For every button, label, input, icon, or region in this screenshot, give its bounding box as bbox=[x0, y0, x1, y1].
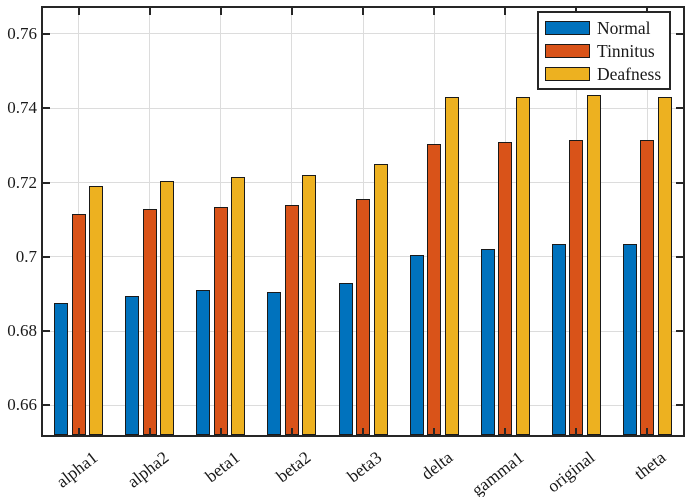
bar-tinnitus-theta bbox=[640, 139, 655, 435]
bar-deafness-beta1 bbox=[231, 176, 246, 435]
x-tick-bottom bbox=[575, 428, 578, 435]
x-tick-label: alpha2 bbox=[122, 447, 172, 492]
bar-deafness-theta bbox=[657, 97, 672, 435]
x-tick-label: beta1 bbox=[200, 447, 244, 487]
bar-tinnitus-alpha1 bbox=[71, 214, 86, 435]
legend-label-tinnitus: Tinnitus bbox=[597, 40, 655, 61]
x-tick-label: delta bbox=[417, 447, 457, 484]
bar-deafness-alpha2 bbox=[160, 180, 175, 435]
bar-normal-beta1 bbox=[196, 290, 211, 435]
bar-tinnitus-original bbox=[569, 139, 584, 435]
legend-label-normal: Normal bbox=[597, 17, 651, 38]
y-tick-label: 0.68 bbox=[7, 321, 37, 341]
x-tick-label: gamma1 bbox=[467, 447, 528, 497]
x-tick-top bbox=[148, 8, 151, 15]
bar-tinnitus-beta1 bbox=[213, 206, 228, 435]
x-tick-label: beta3 bbox=[343, 447, 386, 487]
bar-normal-original bbox=[551, 243, 566, 435]
x-tick-top bbox=[290, 8, 293, 15]
bar-tinnitus-alpha2 bbox=[142, 208, 157, 435]
legend-item-tinnitus: Tinnitus bbox=[545, 39, 669, 62]
legend-item-deafness: Deafness bbox=[545, 62, 669, 85]
bar-normal-beta3 bbox=[338, 282, 353, 435]
y-tick-right bbox=[676, 404, 683, 407]
bar-normal-beta2 bbox=[267, 292, 282, 435]
x-tick-bottom bbox=[148, 428, 151, 435]
bar-deafness-beta3 bbox=[373, 163, 388, 435]
y-tick-label: 0.76 bbox=[7, 23, 37, 43]
x-tick-bottom bbox=[504, 428, 507, 435]
y-tick-left bbox=[43, 181, 50, 184]
y-tick-right bbox=[676, 32, 683, 35]
x-tick-bottom bbox=[77, 428, 80, 435]
y-tick-label: 0.72 bbox=[7, 172, 37, 192]
bar-tinnitus-delta bbox=[427, 143, 442, 435]
bar-normal-gamma1 bbox=[480, 249, 495, 435]
y-tick-left bbox=[43, 330, 50, 333]
y-tick-right bbox=[676, 107, 683, 110]
legend-swatch-normal bbox=[545, 20, 590, 35]
y-tick-right bbox=[676, 330, 683, 333]
x-tick-top bbox=[77, 8, 80, 15]
bar-normal-alpha1 bbox=[54, 303, 69, 435]
bar-normal-delta bbox=[409, 254, 424, 435]
x-tick-label: alpha1 bbox=[51, 447, 101, 492]
y-tick-left bbox=[43, 107, 50, 110]
y-tick-right bbox=[676, 255, 683, 258]
bar-tinnitus-beta2 bbox=[284, 204, 299, 435]
legend-swatch-tinnitus bbox=[545, 43, 590, 58]
y-tick-label: 0.66 bbox=[7, 395, 37, 415]
x-tick-bottom bbox=[646, 428, 649, 435]
legend-item-normal: Normal bbox=[545, 16, 669, 39]
bar-normal-theta bbox=[622, 243, 637, 435]
x-tick-bottom bbox=[433, 428, 436, 435]
x-tick-label: theta bbox=[630, 447, 670, 484]
legend-swatch-deafness bbox=[545, 66, 590, 81]
legend: Normal Tinnitus Deafness bbox=[537, 11, 671, 90]
bar-tinnitus-gamma1 bbox=[498, 141, 513, 435]
x-tick-bottom bbox=[290, 428, 293, 435]
y-tick-right bbox=[676, 181, 683, 184]
x-tick-top bbox=[219, 8, 222, 15]
bar-deafness-beta2 bbox=[302, 175, 317, 435]
bar-deafness-original bbox=[586, 95, 601, 435]
x-tick-top bbox=[504, 8, 507, 15]
bar-normal-alpha2 bbox=[125, 295, 140, 435]
bar-tinnitus-beta3 bbox=[356, 199, 370, 435]
y-tick-left bbox=[43, 404, 50, 407]
y-tick-left bbox=[43, 32, 50, 35]
legend-label-deafness: Deafness bbox=[597, 63, 662, 84]
x-tick-bottom bbox=[219, 428, 222, 435]
y-tick-left bbox=[43, 255, 50, 258]
bar-deafness-alpha1 bbox=[89, 186, 104, 435]
x-tick-label: beta2 bbox=[272, 447, 315, 487]
x-tick-label: original bbox=[543, 447, 599, 497]
x-tick-top bbox=[433, 8, 436, 15]
bar-deafness-delta bbox=[444, 97, 459, 435]
y-tick-label: 0.74 bbox=[7, 98, 37, 118]
x-tick-top bbox=[362, 8, 364, 15]
y-tick-label: 0.7 bbox=[15, 246, 37, 266]
bar-deafness-gamma1 bbox=[515, 97, 530, 435]
x-tick-bottom bbox=[362, 428, 364, 435]
